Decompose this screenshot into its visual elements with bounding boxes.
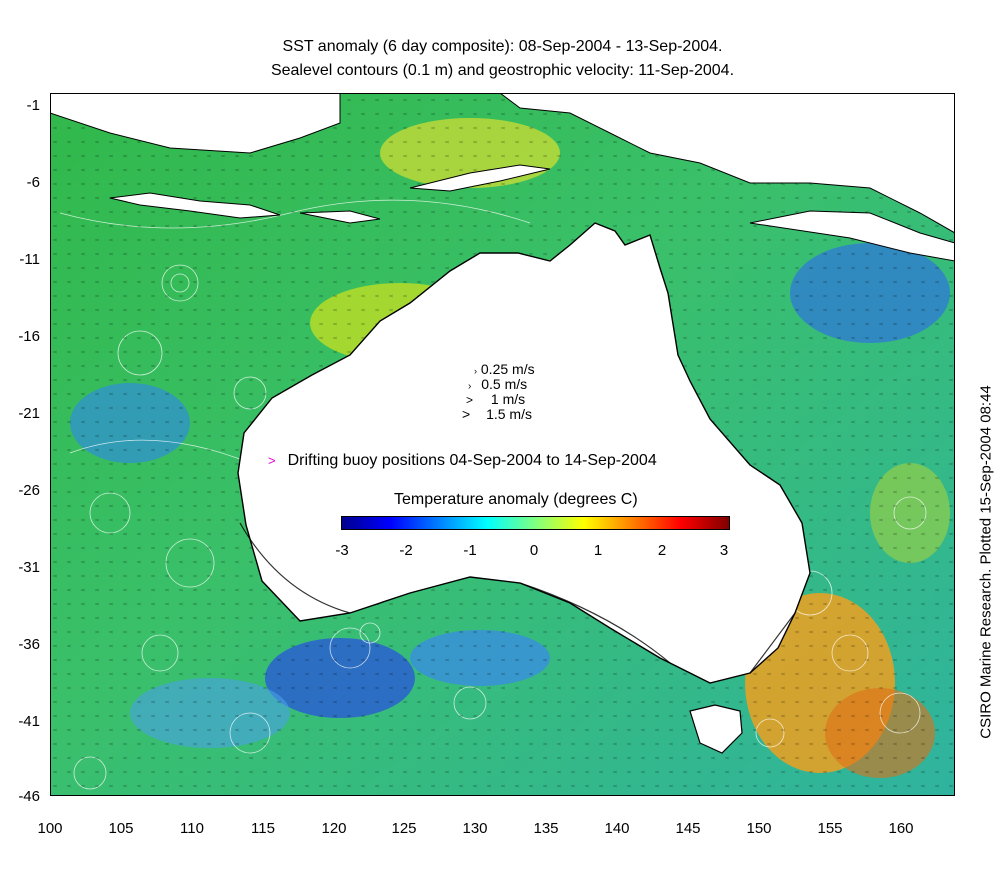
y-tick-label: -11 xyxy=(19,251,40,268)
x-tick-label: 135 xyxy=(533,820,559,837)
velocity-arrow-icon: › xyxy=(474,366,477,376)
velocity-arrow-icon: > xyxy=(466,393,474,407)
y-tick-label: -16 xyxy=(18,328,40,345)
x-tick-label: 150 xyxy=(746,820,772,837)
x-tick-label: 105 xyxy=(108,820,134,837)
colorbar xyxy=(341,516,730,530)
map-title-line1: SST anomaly (6 day composite): 08-Sep-20… xyxy=(282,38,723,55)
land-australia xyxy=(237,222,811,684)
y-tick-label: -21 xyxy=(18,405,40,422)
shelf-contour xyxy=(239,522,796,674)
land-indonesia xyxy=(50,93,955,262)
velocity-arrow-icon: › xyxy=(468,381,472,392)
x-tick-label: 155 xyxy=(817,820,843,837)
x-tick-label: 120 xyxy=(321,820,347,837)
x-tick-label: 110 xyxy=(180,820,204,837)
colorbar-tick: 2 xyxy=(657,542,667,559)
buoy-marker-icon: > xyxy=(268,453,276,468)
y-tick-label: -6 xyxy=(26,174,40,191)
land-tasmania xyxy=(689,704,743,754)
y-tick-label: -46 xyxy=(18,788,40,805)
colorbar-tick: 1 xyxy=(593,542,603,559)
colorbar-tick: -3 xyxy=(335,542,349,559)
map-frame xyxy=(50,93,955,796)
colorbar-tick: 0 xyxy=(529,542,539,559)
colorbar-tick: -1 xyxy=(463,542,477,559)
velocity-arrow-icon: > xyxy=(462,406,471,422)
y-tick-label: -1 xyxy=(26,97,40,114)
y-tick-label: -36 xyxy=(18,636,40,653)
x-tick-label: 145 xyxy=(675,820,701,837)
y-tick-label: -31 xyxy=(18,559,40,576)
velocity-legend-025: › 0.25 m/s xyxy=(474,361,535,377)
y-tick-label: -41 xyxy=(18,713,40,730)
velocity-legend-15: > 1.5 m/s xyxy=(462,406,532,422)
velocity-legend-1: > 1 m/s xyxy=(466,391,526,407)
x-tick-label: 160 xyxy=(888,820,914,837)
map-title-line2: Sealevel contours (0.1 m) and geostrophi… xyxy=(270,62,735,79)
colorbar-tick: -2 xyxy=(399,542,413,559)
sst-anomaly-map xyxy=(50,93,955,796)
side-credit: CSIRO Marine Research. Plotted 15-Sep-20… xyxy=(977,385,995,739)
x-tick-label: 130 xyxy=(462,820,488,837)
velocity-legend-05: › 0.5 m/s xyxy=(468,376,528,392)
x-tick-label: 115 xyxy=(251,820,275,837)
colorbar-title: Temperature anomaly (degrees C) xyxy=(394,491,638,508)
buoy-legend: > Drifting buoy positions 04-Sep-2004 to … xyxy=(268,452,657,469)
x-tick-label: 140 xyxy=(604,820,630,837)
y-tick-label: -26 xyxy=(18,482,40,499)
x-tick-label: 125 xyxy=(391,820,417,837)
colorbar-tick: 3 xyxy=(719,542,729,559)
x-tick-label: 100 xyxy=(37,820,63,837)
